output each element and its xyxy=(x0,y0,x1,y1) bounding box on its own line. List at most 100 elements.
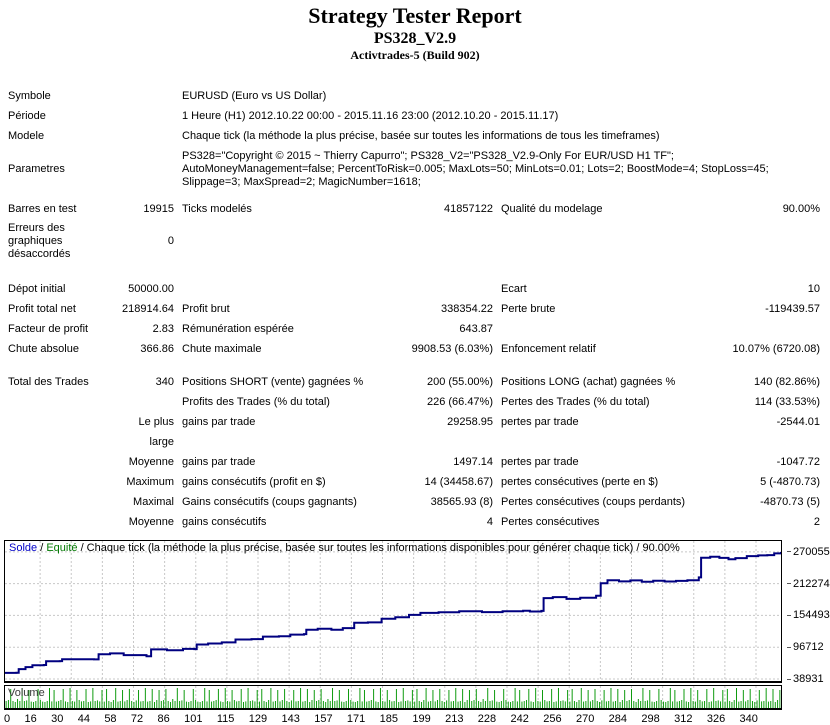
row-label: Dépot initial xyxy=(8,283,66,295)
row-label: pertes par trade xyxy=(501,416,579,428)
row-label xyxy=(501,319,703,339)
row-value xyxy=(114,392,182,412)
row-value xyxy=(703,222,828,261)
row-value: -2544.01 xyxy=(776,416,820,428)
row-label: Profit total net xyxy=(8,303,76,315)
report-row: Barres en test 19915 Ticks modelés 41857122… xyxy=(8,199,830,219)
x-axis-tick-label: 157 xyxy=(314,713,333,725)
row-label: Profits des Trades (% du total) xyxy=(182,396,330,408)
legend-part: Solde xyxy=(9,542,38,554)
row-value: Chaque tick (la méthode la plus précise,… xyxy=(182,130,660,142)
report-row: Symbole EURUSD (Euro vs US Dollar) xyxy=(8,86,830,106)
ea-name: PS328_V2.9 xyxy=(373,30,457,47)
x-axis-tick-label: 143 xyxy=(281,713,300,725)
x-axis-tick-label: 340 xyxy=(739,713,758,725)
row-value: 10.07% (6720.08) xyxy=(732,343,820,355)
report-row: Le plus large gains par trade 29258.95 pert… xyxy=(8,412,830,452)
row-label: Perte brute xyxy=(501,303,556,315)
row-value: 5 (-4870.73) xyxy=(760,476,820,488)
x-axis-tick-label: 16 xyxy=(24,713,37,725)
row-value: Le plus large xyxy=(138,416,174,448)
report-row: Moyenne gains consécutifs 4 Pertes consécut… xyxy=(8,512,830,532)
row-label xyxy=(8,472,114,492)
row-value: 41857122 xyxy=(444,203,493,215)
row-label: Pertes consécutives (coups perdants) xyxy=(501,496,686,508)
row-label: gains par trade xyxy=(182,416,256,428)
legend-part: / Chaque tick (la méthode la plus précis… xyxy=(77,542,680,554)
legend-part: / xyxy=(37,542,47,554)
report-row: Profit total net 218914.64 Profit brut 3383… xyxy=(8,299,830,319)
x-axis-tick-label: 30 xyxy=(51,713,64,725)
row-label: Période xyxy=(8,110,46,122)
report-row: Maximal Gains consécutifs (coups gagnants… xyxy=(8,492,830,512)
x-axis-tick-label: 298 xyxy=(641,713,660,725)
row-value: 200 (55.00%) xyxy=(426,376,493,388)
row-label: gains consécutifs xyxy=(182,516,267,528)
equity-curve xyxy=(5,551,781,674)
x-axis-tick-label: 284 xyxy=(608,713,628,725)
row-value: Maximal xyxy=(133,496,174,508)
x-axis-tick-label: 72 xyxy=(130,713,144,725)
y-axis-tick-label: 270055 xyxy=(787,546,830,558)
row-label xyxy=(8,392,114,412)
row-value xyxy=(386,279,501,299)
row-label: Positions SHORT (vente) gagnées % xyxy=(182,376,364,388)
row-value: 114 (33.53%) xyxy=(754,396,820,408)
row-value: 90.00% xyxy=(782,203,820,215)
row-value: 1 Heure (H1) 2012.10.22 00:00 - 2015.11.… xyxy=(182,110,559,122)
volume-chart: Volume xyxy=(4,685,782,710)
row-label xyxy=(8,492,114,512)
server-build: Activtrades-5 (Build 902) xyxy=(350,48,480,62)
x-axis-tick-label: 101 xyxy=(184,713,203,725)
row-label xyxy=(8,512,114,532)
row-label: gains par trade xyxy=(182,456,256,468)
row-label xyxy=(501,222,703,261)
row-value: 140 (82.86%) xyxy=(753,376,820,388)
row-label: pertes consécutives (perte en $) xyxy=(501,476,659,488)
report-row: Erreurs des graphiques désaccordés 0 xyxy=(8,219,830,266)
row-label: Gains consécutifs (coups gagnants) xyxy=(182,496,357,508)
report-row: Maximum gains consécutifs (profit en $) 14… xyxy=(8,472,830,492)
row-label xyxy=(182,222,386,261)
report-row: Moyenne gains par trade 1497.14 pertes par … xyxy=(8,452,830,472)
row-value: PS328="Copyright © 2015 ~ Thierry Capurr… xyxy=(182,150,769,188)
report-row: Période 1 Heure (H1) 2012.10.22 00:00 - 2… xyxy=(8,106,830,126)
row-label: Modele xyxy=(8,130,45,142)
row-value: 2.83 xyxy=(152,323,174,335)
row-label xyxy=(8,452,114,472)
x-axis-tick-label: 171 xyxy=(346,713,366,725)
x-axis-tick-label: 270 xyxy=(575,713,595,725)
chart-section: Solde / Equité / Chaque tick (la méthode… xyxy=(0,540,830,725)
y-axis-tick-label: 38931 xyxy=(787,673,824,685)
x-axis-tick-label: 312 xyxy=(674,713,693,725)
x-axis-tick-label: 256 xyxy=(543,713,562,725)
volume-label: Volume xyxy=(8,687,45,699)
row-value: 218914.64 xyxy=(122,303,174,315)
report-row: Parametres PS328="Copyright © 2015 ~ Thie… xyxy=(8,146,830,194)
row-label: Chute absolue xyxy=(8,343,79,355)
row-value: 338354.22 xyxy=(441,303,493,315)
row-value: 38565.93 (8) xyxy=(430,496,493,508)
row-value: -1047.72 xyxy=(776,456,820,468)
row-label: Facteur de profit xyxy=(8,323,89,335)
row-label xyxy=(8,412,114,452)
row-value: Maximum xyxy=(126,476,174,488)
legend-part: Equité xyxy=(46,542,78,554)
row-value: 9908.53 (6.03%) xyxy=(411,343,493,355)
x-axis-tick-label: 44 xyxy=(77,713,90,725)
row-label: Chute maximale xyxy=(182,343,262,355)
report-title: Strategy Tester Report xyxy=(308,3,522,28)
row-value: 19915 xyxy=(143,203,174,215)
row-value: 50000.00 xyxy=(128,283,174,295)
balance-chart: Solde / Equité / Chaque tick (la méthode… xyxy=(4,540,782,683)
equity-curve-plot xyxy=(5,541,781,681)
x-axis-tick-label: 242 xyxy=(510,713,529,725)
strategy-tester-report: Strategy Tester Report PS328_V2.9 Activt… xyxy=(0,0,830,705)
row-label: Symbole xyxy=(8,90,51,102)
row-label: Profit brut xyxy=(182,303,230,315)
row-value: 14 (34458.67) xyxy=(424,476,494,488)
row-label: Ticks modelés xyxy=(182,203,252,215)
row-label: Barres en test xyxy=(8,203,77,215)
row-value: -119439.57 xyxy=(765,303,820,315)
report-row: Profits des Trades (% du total) 226 (66.4… xyxy=(8,392,830,412)
